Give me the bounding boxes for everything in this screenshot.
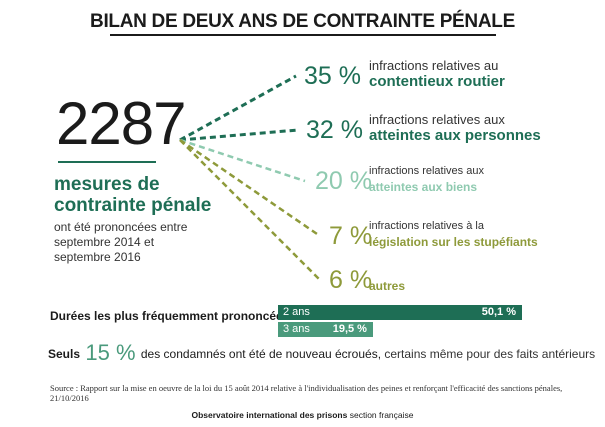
total-label-line-2: contrainte pénale — [54, 195, 212, 216]
duration-bar-1: 2 ans 50,1 % — [278, 305, 522, 320]
category-ray-5 — [179, 139, 321, 281]
duration-bar-2: 3 ans 19,5 % — [278, 322, 373, 337]
category-prefix-4: infractions relatives à la — [369, 220, 484, 232]
category-ray-1 — [179, 74, 297, 142]
category-text-5: autres — [369, 278, 405, 294]
total-underline — [58, 161, 156, 163]
category-name-1: contentieux routier — [369, 73, 505, 90]
total-subtext: ont été prononcées entre septembre 2014 … — [54, 220, 187, 265]
category-percent-1: 35 % — [304, 62, 361, 90]
reoffence-suffix: certains même pour des faits antérieurs — [381, 347, 596, 361]
footer-org: Observatoire international des prisons — [191, 410, 348, 420]
category-text-4: infractions relatives à la législation su… — [369, 218, 538, 250]
seuls-prefix: Seuls — [48, 347, 81, 361]
duration-bar-label-2: 3 ans — [283, 323, 310, 335]
category-text-3: infractions relatives aux atteintes aux b… — [369, 163, 484, 195]
total-sub-line-2: septembre 2014 et — [54, 235, 155, 249]
total-sub-line-3: septembre 2016 — [54, 250, 141, 264]
page-title: BILAN DE DEUX ANS DE CONTRAINTE PÉNALE — [90, 11, 515, 32]
category-percent-4: 7 % — [329, 222, 373, 250]
total-measures-number: 2287 — [56, 90, 186, 157]
durations-title: Durées les plus fréquemment prononcées — [50, 309, 290, 323]
reoffence-statement: Seuls 15 % des condamnés ont été de nouv… — [48, 340, 596, 365]
category-text-2: infractions relatives aux atteintes aux p… — [369, 112, 541, 144]
category-ray-2 — [179, 128, 299, 142]
duration-bar-value-1: 50,1 % — [481, 306, 516, 318]
total-sub-line-1: ont été prononcées entre — [54, 220, 188, 234]
duration-bar-label-1: 2 ans — [283, 306, 310, 318]
reoffence-percent: 15 % — [85, 340, 136, 365]
category-percent-2: 32 % — [306, 116, 363, 144]
category-percent-3: 20 % — [315, 167, 372, 195]
category-text-1: infractions relatives au contentieux rout… — [369, 58, 505, 90]
category-ray-4 — [179, 138, 321, 238]
category-name-3: atteintes aux biens — [369, 180, 478, 194]
footer: Observatoire international des prisons s… — [0, 410, 605, 420]
total-label: mesures de contrainte pénale — [54, 174, 211, 216]
footer-section: section française — [347, 410, 414, 420]
reoffence-text: des condamnés ont été de nouveau écroués… — [140, 347, 382, 361]
category-prefix-2: infractions relatives aux — [369, 112, 505, 127]
total-label-line-1: mesures de — [54, 174, 160, 195]
category-name-4: législation sur les stupéfiants — [369, 235, 538, 249]
title-underline — [110, 34, 496, 36]
duration-bar-value-2: 19,5 % — [332, 323, 367, 335]
category-name-5: autres — [369, 279, 406, 293]
category-prefix-1: infractions relatives au — [369, 58, 499, 73]
category-ray-3 — [179, 138, 306, 183]
category-prefix-3: infractions relatives aux — [369, 165, 484, 177]
category-percent-5: 6 % — [329, 266, 373, 294]
category-name-2: atteintes aux personnes — [369, 127, 541, 144]
source-note: Source : Rapport sur la mise en oeuvre d… — [50, 383, 563, 403]
